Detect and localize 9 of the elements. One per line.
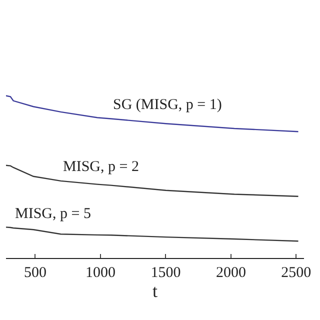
x-tick-label: 1500 (150, 265, 181, 281)
x-axis-title: t (152, 281, 158, 302)
series-label: SG (MISG, p = 1) (113, 97, 222, 113)
x-tick-label: 2000 (216, 265, 246, 281)
x-tick-label: 2500 (281, 265, 312, 281)
series-label: MISG, p = 5 (15, 206, 91, 222)
x-tick-label: 1000 (85, 265, 116, 281)
x-tick-label: 500 (24, 265, 46, 281)
series-label: MISG, p = 2 (63, 159, 139, 175)
